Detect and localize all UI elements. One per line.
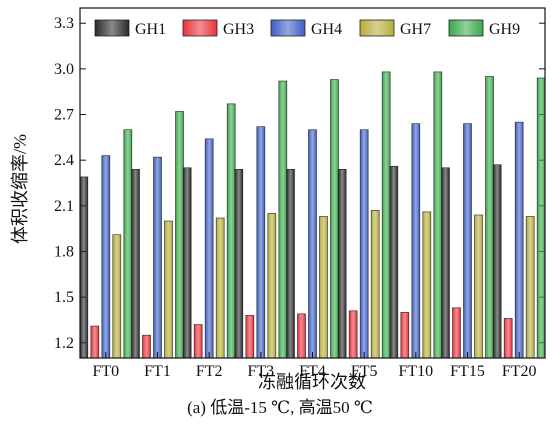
chart: 体积收缩率/% 冻融循环次数 1.2 1.5 1.8 2.1 2.4 2.7 3.0 3.3 F… (10, 7, 546, 392)
bar-gh7-ft0 (112, 234, 122, 359)
bar-gh1-ft3 (234, 169, 244, 359)
bar-gh3-ft5 (348, 310, 358, 359)
legend-swatch-gh7 (359, 19, 395, 37)
bar-gh3-ft1 (142, 334, 151, 359)
bar-gh9-ft10 (433, 71, 443, 359)
bar-gh7-ft5 (370, 210, 380, 359)
bar-gh9-ft0 (123, 129, 133, 359)
legend-swatch-gh3 (182, 19, 218, 37)
y-tick-label: 2.7 (54, 107, 74, 124)
bar-gh4-ft10 (411, 123, 421, 359)
bar-gh4-ft4 (308, 129, 317, 359)
plot-frame (79, 7, 546, 359)
y-tick-label: 3.3 (54, 15, 74, 32)
x-tick-label: FT5 (351, 363, 378, 380)
bar-gh1-ft2 (182, 167, 192, 359)
legend-label-gh7: GH7 (400, 21, 431, 38)
bar-gh9-ft1 (175, 111, 184, 359)
bar-gh7-ft20 (525, 216, 535, 359)
bar-gh4-ft3 (256, 126, 266, 359)
bar-gh1-ft1 (131, 169, 140, 359)
x-tick-label: FT20 (502, 363, 537, 380)
bar-gh7-ft10 (422, 211, 432, 359)
y-tick-label: 2.4 (54, 152, 74, 169)
bar-gh3-ft2 (193, 324, 203, 359)
y-tick-label: 1.8 (54, 243, 74, 260)
bar-gh1-ft20 (492, 164, 502, 359)
bar-gh7-ft1 (164, 220, 173, 359)
bar-gh4-ft2 (204, 138, 214, 359)
bar-gh1-ft15 (441, 167, 450, 359)
legend-label-gh4: GH4 (311, 21, 342, 38)
bar-gh3-ft0 (90, 325, 100, 359)
y-axis-label: 体积收缩率/% (10, 134, 30, 244)
bar-gh4-ft5 (359, 129, 369, 359)
x-tick-label: FT1 (144, 363, 171, 380)
bar-gh9-ft2 (226, 103, 236, 359)
y-tick-label: 2.1 (54, 198, 74, 215)
bar-gh9-ft5 (381, 71, 391, 359)
legend-swatch-gh1 (94, 19, 130, 37)
bar-gh3-ft3 (245, 315, 255, 359)
bar-gh1-ft10 (389, 165, 399, 359)
bar-gh7-ft15 (474, 214, 483, 359)
bar-gh4-ft1 (153, 156, 162, 359)
x-tick-label: FT3 (247, 363, 274, 380)
x-tick-label: FT10 (398, 363, 433, 380)
figure-caption: (a) 低温-15 ℃, 高温50 ℃ (187, 398, 373, 417)
bar-gh4-ft15 (463, 123, 472, 359)
bar-gh9-ft20 (536, 77, 546, 359)
y-tick-label: 1.5 (54, 289, 74, 306)
legend-swatch-gh4 (270, 19, 306, 37)
bar-gh7-ft2 (215, 217, 225, 359)
bar-gh1-ft0 (79, 176, 89, 359)
bar-gh9-ft3 (278, 80, 288, 359)
x-tick-label: FT2 (196, 363, 223, 380)
bar-gh1-ft5 (337, 169, 347, 359)
x-axis-label: 冻融循环次数 (258, 372, 366, 392)
bar-gh7-ft3 (267, 213, 277, 359)
y-tick-label: 3.0 (54, 61, 74, 78)
x-tick-label: FT4 (299, 363, 326, 380)
bar-gh1-ft4 (286, 169, 295, 359)
bar-gh4-ft0 (101, 155, 111, 359)
x-tick-label: FT0 (92, 363, 119, 380)
y-tick-label: 1.2 (54, 335, 74, 352)
bar-gh3-ft15 (452, 307, 461, 359)
bar-gh7-ft4 (319, 216, 328, 359)
bar-gh3-ft20 (503, 318, 513, 359)
legend-label-gh3: GH3 (223, 21, 254, 38)
legend-label-gh9: GH9 (489, 21, 520, 38)
bar-gh9-ft15 (485, 76, 494, 359)
x-tick-label: FT15 (450, 363, 485, 380)
legend-swatch-gh9 (448, 19, 484, 37)
bar-gh9-ft4 (330, 79, 339, 359)
bar-gh4-ft20 (514, 121, 524, 359)
legend-label-gh1: GH1 (135, 21, 166, 38)
bar-gh3-ft4 (297, 313, 306, 359)
bar-gh3-ft10 (400, 312, 410, 359)
